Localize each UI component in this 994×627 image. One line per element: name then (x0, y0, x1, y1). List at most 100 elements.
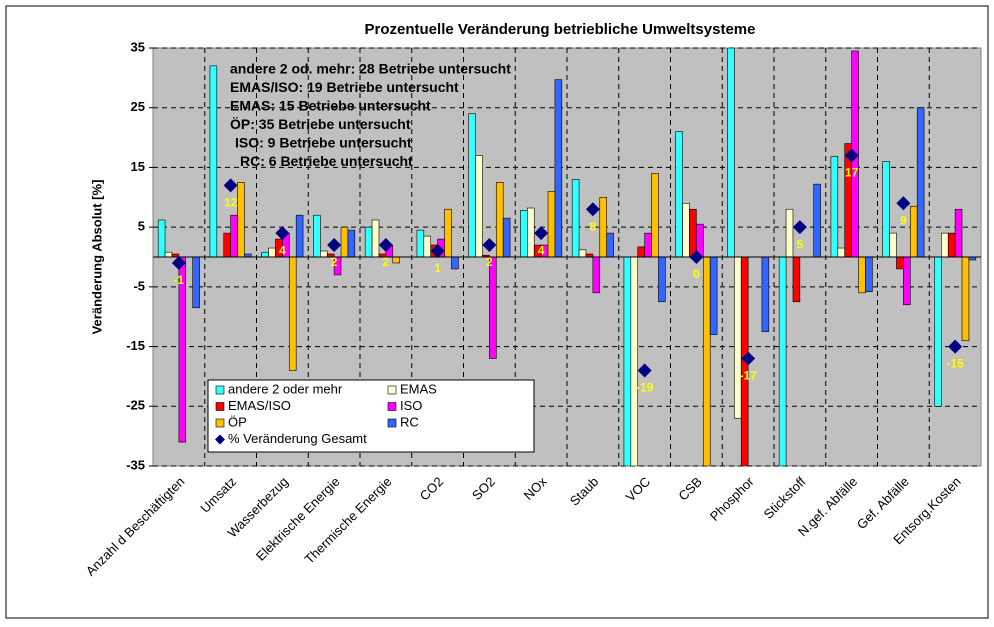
bar (592, 256, 601, 294)
annotation: EMAS/ISO: 19 Betriebe untersucht (230, 79, 459, 95)
legend-label: EMAS (400, 381, 437, 396)
bar (371, 219, 380, 258)
bar (295, 214, 304, 258)
bar (599, 196, 607, 258)
bar (727, 48, 735, 258)
y-tick-label: 5 (138, 219, 145, 234)
bar (761, 256, 770, 332)
bar (268, 247, 276, 258)
bar (468, 113, 476, 258)
total-marker (171, 255, 186, 270)
bar (347, 229, 356, 258)
bar (896, 256, 904, 270)
total-label: 2 (331, 255, 338, 269)
bar (734, 256, 742, 419)
annotation: andere 2 od. mehr: 28 Betriebe untersuch… (230, 61, 511, 77)
bar (223, 232, 231, 258)
total-label: 8 (590, 219, 597, 233)
total-marker (689, 250, 704, 264)
y-tick-label: -35 (126, 457, 145, 472)
legend-label: ÖP (228, 414, 247, 429)
total-marker (896, 196, 911, 211)
total-marker (741, 351, 756, 366)
total-label: 1 (434, 261, 441, 275)
bar (444, 208, 452, 258)
bar (392, 256, 400, 264)
bar (416, 229, 425, 258)
total-label: 5 (797, 237, 804, 251)
bar (157, 219, 166, 258)
bar (489, 256, 497, 359)
bar (578, 249, 587, 258)
y-tick-label: -15 (126, 338, 145, 353)
annotation: ÖP: 35 Betriebe untersucht (230, 116, 411, 132)
bar (658, 256, 666, 303)
legend-swatch (215, 385, 225, 395)
bar (865, 256, 873, 292)
legend-label: andere 2 oder mehr (228, 381, 343, 396)
y-tick-label: 35 (131, 39, 145, 54)
total-label: 0 (693, 267, 700, 281)
y-tick-label: -5 (133, 278, 145, 293)
bar (644, 232, 652, 258)
total-marker (430, 244, 445, 259)
bar (230, 214, 238, 258)
total-label: -1 (174, 273, 185, 287)
bar (164, 251, 173, 258)
legend-marker (215, 434, 225, 445)
total-label: -17 (739, 369, 757, 383)
bar (527, 207, 535, 258)
total-marker (534, 226, 549, 241)
bar (889, 232, 897, 258)
bar (630, 256, 639, 466)
legend-swatch (215, 418, 225, 428)
legend-swatch (215, 402, 225, 411)
annotation: EMAS: 15 Betriebe untersucht (230, 98, 431, 114)
bar (778, 256, 787, 466)
total-label: 17 (845, 166, 859, 180)
bar (785, 208, 794, 258)
total-marker (275, 226, 290, 241)
total-marker (948, 339, 963, 354)
bar (261, 251, 269, 258)
legend-box (207, 379, 535, 453)
annotation: ISO: 9 Betriebe untersucht (235, 135, 412, 151)
y-axis-label: Veränderung Absolut [%] (89, 180, 104, 335)
total-marker (327, 238, 342, 253)
bar (554, 79, 563, 258)
legend-swatch (387, 418, 397, 428)
legend-swatch (387, 385, 397, 395)
bar (689, 208, 697, 258)
bar (192, 256, 200, 309)
y-tick-label: 15 (131, 159, 145, 174)
bar (623, 256, 632, 466)
bar (364, 226, 373, 258)
bar (237, 182, 245, 258)
total-label: -15 (946, 357, 964, 371)
bar (813, 183, 821, 258)
y-tick-label: 25 (131, 99, 145, 114)
bar (934, 256, 942, 407)
y-tick-label: -25 (126, 398, 145, 413)
bar (947, 232, 956, 258)
total-label: -19 (636, 381, 654, 395)
bar (675, 131, 683, 258)
bar (423, 235, 432, 258)
total-marker (585, 202, 600, 217)
legend-label: ISO (400, 398, 422, 413)
bar (903, 256, 911, 306)
bar (792, 256, 801, 303)
bar (320, 250, 328, 258)
bar (651, 173, 659, 258)
total-label: 2 (486, 255, 493, 269)
total-marker (792, 220, 807, 235)
bar (830, 156, 839, 258)
bar (451, 256, 459, 270)
legend-label: EMAS/ISO (228, 398, 291, 413)
total-label: 4 (538, 243, 545, 257)
total-marker (844, 148, 859, 163)
bar (209, 65, 218, 258)
bars (157, 48, 977, 466)
bar (606, 232, 614, 258)
